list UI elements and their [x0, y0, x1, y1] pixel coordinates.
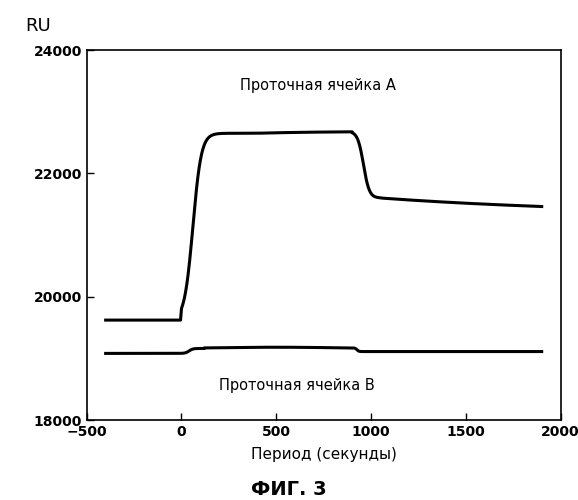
Text: ФИГ. 3: ФИГ. 3 — [251, 480, 327, 499]
Text: Проточная ячейка B: Проточная ячейка B — [220, 378, 375, 394]
Text: RU: RU — [25, 17, 51, 35]
X-axis label: Период (секунды): Период (секунды) — [251, 447, 397, 462]
Text: Проточная ячейка А: Проточная ячейка А — [240, 78, 396, 93]
